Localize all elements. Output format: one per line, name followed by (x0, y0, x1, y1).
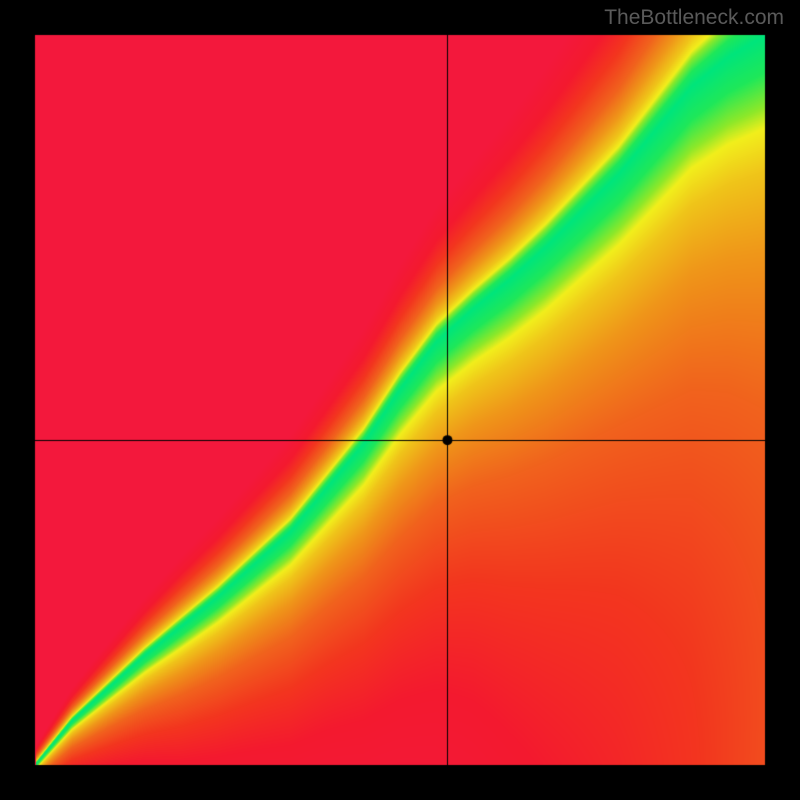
chart-container: TheBottleneck.com (0, 0, 800, 800)
heatmap-canvas (0, 0, 800, 800)
watermark-text: TheBottleneck.com (604, 6, 784, 30)
